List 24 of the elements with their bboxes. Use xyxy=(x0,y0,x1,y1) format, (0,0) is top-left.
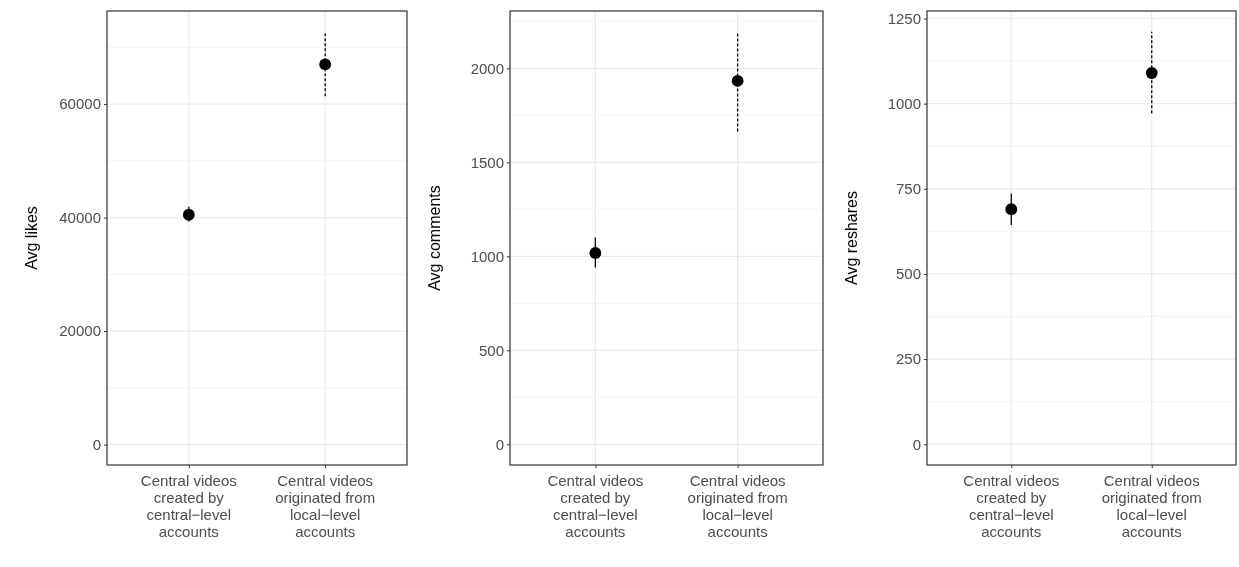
y-tick-label: 60000 xyxy=(59,95,101,113)
y-tick-label: 0 xyxy=(92,435,101,453)
y-tick-label: 1000 xyxy=(470,247,504,265)
y-axis-title: Avg likes xyxy=(23,206,40,270)
x-tick-label: Central videos created by central−level accounts xyxy=(547,472,644,540)
y-tick-label: 250 xyxy=(895,350,921,368)
x-tick-label: Central videos created by central−level accounts xyxy=(140,472,237,540)
y-tick-label: 0 xyxy=(912,435,921,453)
y-tick-label: 500 xyxy=(478,341,504,359)
y-tick-label: 1250 xyxy=(887,9,921,27)
y-tick-label: 2000 xyxy=(470,59,504,77)
y-tick-label: 750 xyxy=(895,180,921,198)
y-tick-label: 40000 xyxy=(59,208,101,226)
x-tick-label: Central videos originated from local−level accounts xyxy=(275,472,376,540)
y-tick-label: 0 xyxy=(495,435,504,453)
x-tick-label: Central videos originated from local−level accounts xyxy=(1101,472,1202,540)
y-tick-label: 20000 xyxy=(59,322,101,340)
y-axis-title: Avg reshares xyxy=(843,191,860,285)
x-tick-label: Central videos originated from local−level accounts xyxy=(687,472,788,540)
x-tick-label: Central videos created by central−level accounts xyxy=(963,472,1060,540)
y-tick-label: 500 xyxy=(895,265,921,283)
y-tick-label: 1000 xyxy=(887,94,921,112)
y-axis-title: Avg comments xyxy=(426,185,443,291)
y-tick-label: 1500 xyxy=(470,153,504,171)
